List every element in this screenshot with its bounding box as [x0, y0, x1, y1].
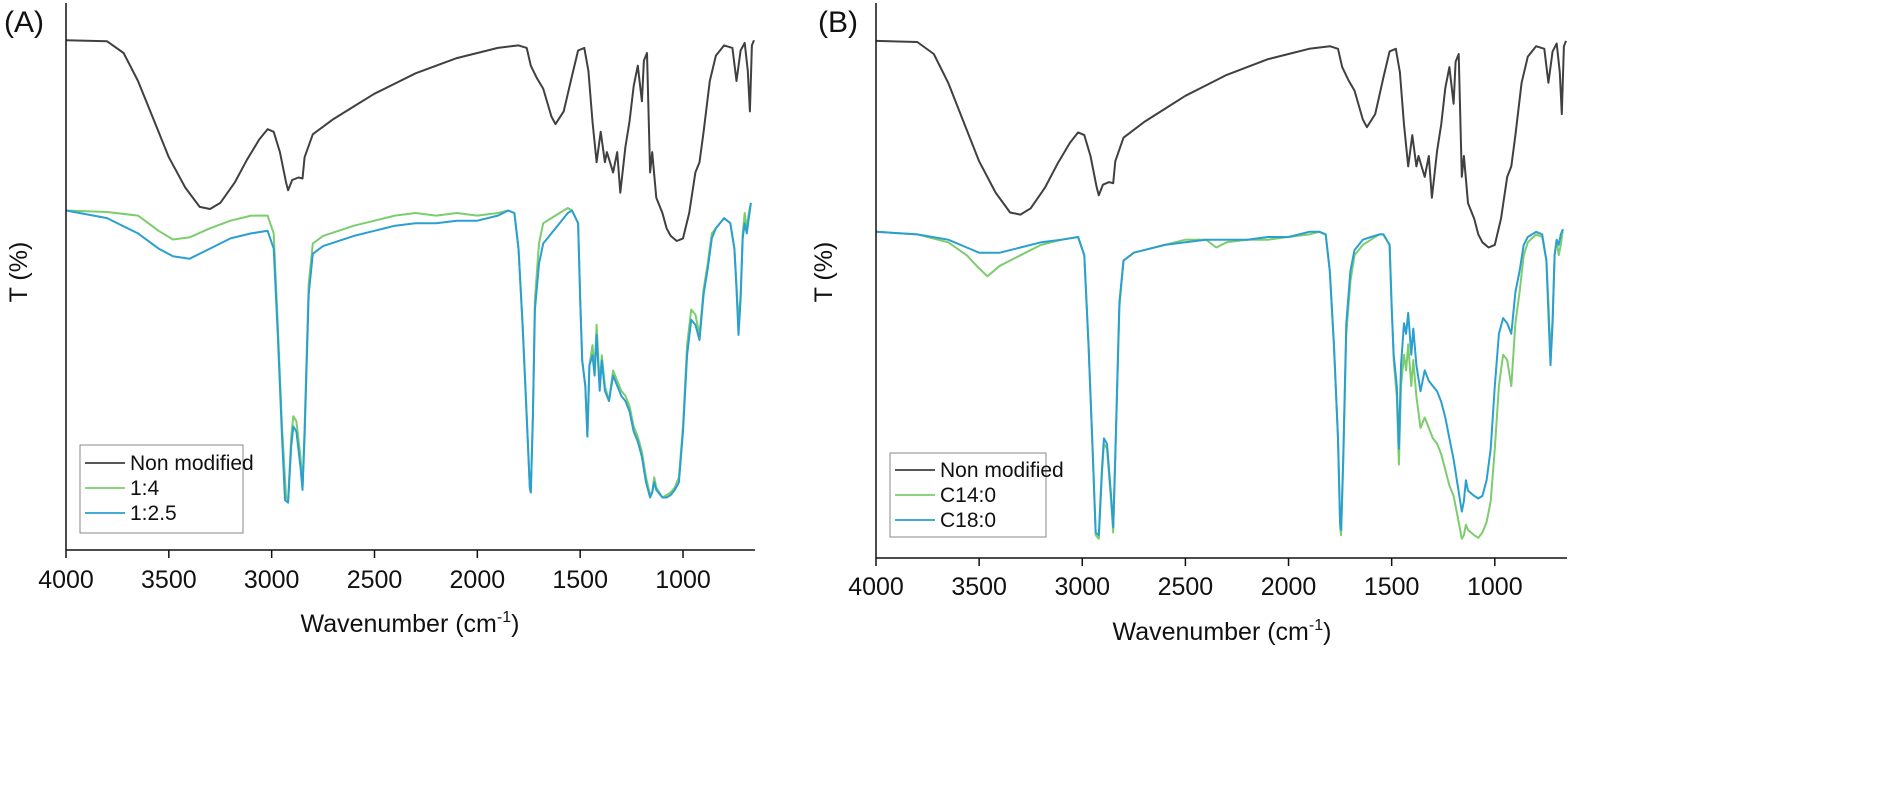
panel-a-series-non-modified [65, 39, 755, 242]
panel-b-x-tick-label-3000: 3000 [1054, 573, 1110, 601]
panel-b-legend-label-c18-0: C18:0 [940, 509, 996, 532]
panel-a-x-tick-label-1000: 1000 [655, 566, 711, 594]
panel-b-legend: Non modified C14:0 C18:0 [889, 452, 1064, 538]
panel-a-legend: Non modified 1:4 1:2.5 [79, 444, 254, 534]
panel-a-x-axis-label-close: ) [511, 610, 519, 638]
panel-b-x-tick-label-4000: 4000 [848, 573, 904, 601]
panel-b-x-axis-label: Wavenumber (cm-1) [1113, 617, 1332, 646]
panel-b-legend-label-non-modified: Non modified [940, 459, 1064, 482]
panel-a-x-tick-label-3000: 3000 [244, 566, 300, 594]
panel-a-x-tick-label-4000: 4000 [38, 566, 94, 594]
panel-b-x-tick-label-3500: 3500 [951, 573, 1007, 601]
panel-a-x-axis-label: Wavenumber (cm-1) [301, 609, 520, 638]
panel-a: (A) T (%) Wavenumber (cm-1) 4000 3500 3000… [4, 3, 755, 638]
panel-a-legend-box [79, 444, 244, 534]
panel-b-x-axis-label-sup: -1 [1309, 617, 1323, 634]
panel-b-x-tick-label-2500: 2500 [1158, 573, 1214, 601]
panel-b-series-c18-0 [875, 228, 1564, 537]
panel-a-legend-label-1-4: 1:4 [130, 477, 160, 500]
panel-a-series-1-2-5 [65, 202, 752, 504]
panel-a-legend-label-1-2-5: 1:2.5 [130, 502, 177, 525]
panel-a-x-ticks: 4000 3500 3000 2500 2000 1500 1000 [38, 550, 711, 594]
panel-b: (B) T (%) Wavenumber (cm-1) 4000 3500 3000… [810, 3, 1567, 646]
panel-b-x-ticks: 4000 3500 3000 2500 2000 1500 1000 [848, 558, 1523, 601]
panel-a-curves [65, 39, 755, 504]
panel-b-series-non-modified [875, 39, 1567, 249]
panel-b-y-axis-label: T (%) [810, 242, 838, 303]
panel-a-x-tick-label-2000: 2000 [450, 566, 506, 594]
panel-a-x-axis-label-main: Wavenumber (cm [301, 610, 497, 638]
panel-b-x-tick-label-2000: 2000 [1261, 573, 1317, 601]
panel-a-legend-label-non-modified: Non modified [130, 452, 254, 475]
panel-b-label: (B) [818, 6, 858, 39]
panel-a-label: (A) [4, 6, 44, 39]
panel-a-x-tick-label-3500: 3500 [141, 566, 197, 594]
panel-a-y-axis-label: T (%) [5, 242, 33, 303]
panel-b-x-tick-label-1500: 1500 [1364, 573, 1420, 601]
panel-b-x-axis-label-main: Wavenumber (cm [1113, 618, 1309, 646]
panel-b-x-tick-label-1000: 1000 [1467, 573, 1523, 601]
panel-b-curves [875, 39, 1567, 540]
panel-b-x-axis-label-close: ) [1323, 618, 1331, 646]
panel-a-x-tick-label-1500: 1500 [552, 566, 608, 594]
panel-a-x-axis-label-sup: -1 [497, 609, 511, 626]
panel-b-legend-label-c14-0: C14:0 [940, 484, 996, 507]
panel-a-x-tick-label-2500: 2500 [347, 566, 403, 594]
